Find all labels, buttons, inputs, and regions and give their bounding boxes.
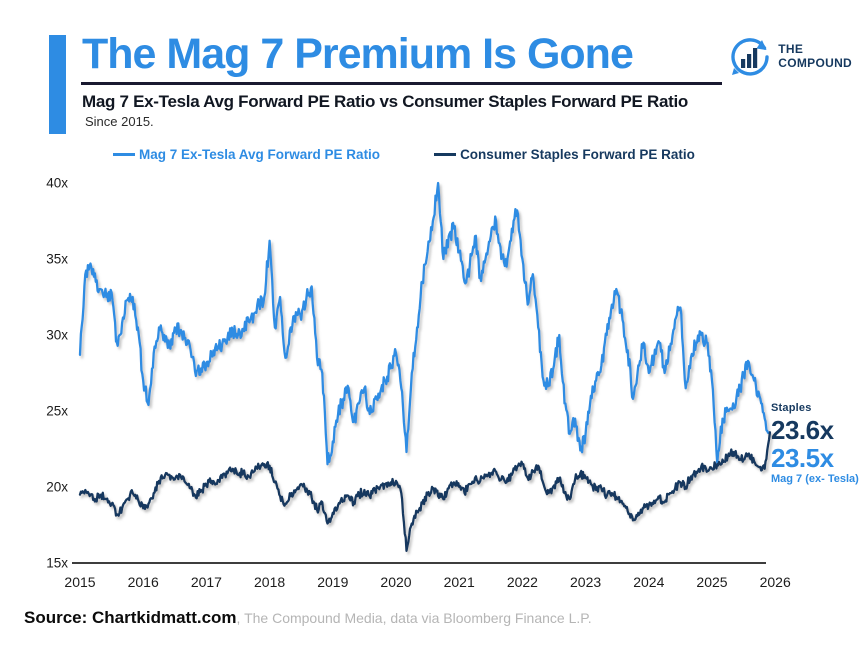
y-tick-label: 20x <box>46 480 68 495</box>
source-bold: Source: Chartkidmatt.com <box>24 608 237 627</box>
x-tick-label: 2021 <box>444 574 475 590</box>
legend: Mag 7 Ex-Tesla Avg Forward PE Ratio Cons… <box>113 147 695 162</box>
legend-item-mag7: Mag 7 Ex-Tesla Avg Forward PE Ratio <box>113 147 380 162</box>
series-line-mag7-ex-tesla <box>78 181 772 466</box>
y-tick-label: 30x <box>46 328 68 343</box>
logo-line2: COMPOUND <box>778 56 852 70</box>
legend-item-staples: Consumer Staples Forward PE Ratio <box>434 147 695 162</box>
y-tick-label: 15x <box>46 556 68 571</box>
x-tick-label: 2026 <box>760 574 791 590</box>
x-tick-label: 2019 <box>317 574 348 590</box>
legend-label-staples: Consumer Staples Forward PE Ratio <box>460 147 695 162</box>
x-tick-label: 2016 <box>128 574 159 590</box>
series-line-consumer-staples <box>78 431 772 552</box>
staples-annotation-value: 23.6x <box>771 415 834 445</box>
source-line: Source: Chartkidmatt.com, The Compound M… <box>24 608 592 628</box>
x-tick-label: 2018 <box>254 574 285 590</box>
compound-logo: THE COMPOUND <box>726 34 852 80</box>
x-tick-label: 2015 <box>64 574 95 590</box>
page-title: The Mag 7 Premium Is Gone <box>82 30 634 78</box>
x-tick-label: 2023 <box>570 574 601 590</box>
x-tick-label: 2024 <box>633 574 664 590</box>
x-tick-label: 2022 <box>507 574 538 590</box>
y-tick-label: 40x <box>46 176 68 191</box>
compound-logo-text: THE COMPOUND <box>778 42 852 71</box>
logo-line1: THE <box>778 42 804 57</box>
legend-swatch-mag7 <box>113 153 135 156</box>
chart-subtitle: Mag 7 Ex-Tesla Avg Forward PE Ratio vs C… <box>82 92 688 111</box>
mag7-annotation-label: Mag 7 (ex- Tesla) <box>771 473 859 485</box>
staples-annotation-label: Staples <box>771 402 812 414</box>
axes-layer: 15x 20x 25x 30x 35x 40x 2015 2016 2017 2018 2019 20… <box>46 176 791 591</box>
source-rest: , The Compound Media, data via Bloomberg… <box>236 610 592 626</box>
mag7-annotation-value: 23.5x <box>771 443 834 473</box>
y-tick-label: 35x <box>46 252 68 267</box>
series-layer <box>78 181 772 552</box>
legend-swatch-staples <box>434 153 457 156</box>
title-accent-bar <box>49 35 66 134</box>
compound-logo-icon <box>731 38 769 76</box>
end-value-annotations: Staples 23.6x 23.5x Mag 7 (ex- Tesla) <box>771 403 859 485</box>
x-tick-label: 2020 <box>380 574 411 590</box>
x-tick-label: 2025 <box>696 574 727 590</box>
title-underline <box>81 82 722 85</box>
since-note: Since 2015. <box>85 114 154 129</box>
legend-label-mag7: Mag 7 Ex-Tesla Avg Forward PE Ratio <box>139 147 381 162</box>
y-tick-label: 25x <box>46 404 68 419</box>
x-tick-label: 2017 <box>191 574 222 590</box>
